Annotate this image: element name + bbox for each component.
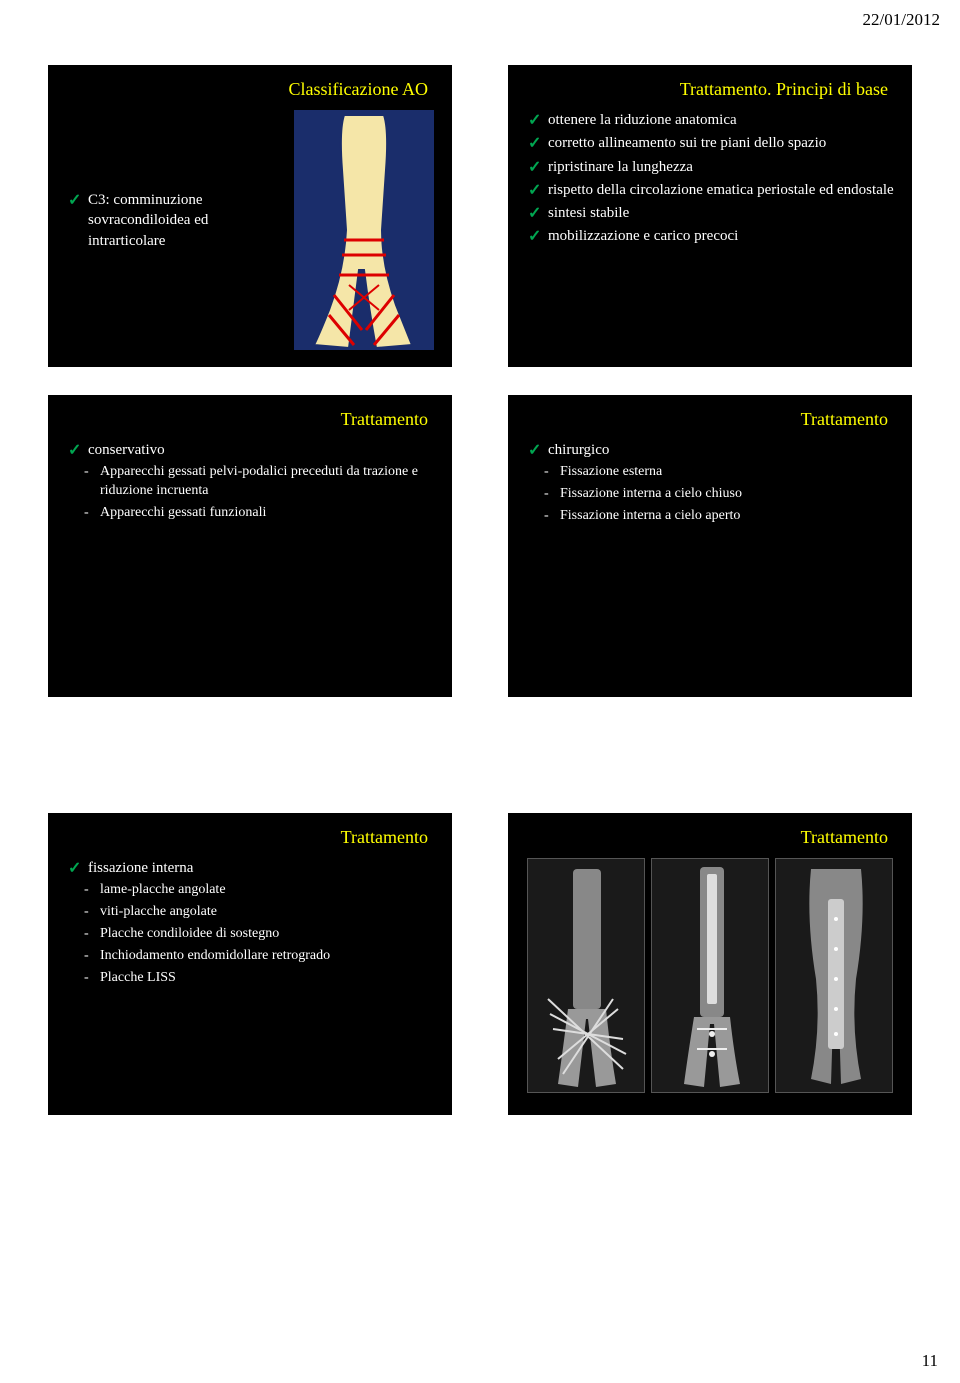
list-item: Apparecchi gessati pelvi-podalici preced… <box>66 463 434 501</box>
card-title: Classificazione AO <box>66 79 434 100</box>
xray-image <box>651 858 769 1093</box>
list-item: C3: comminuzione sovracondiloidea ed int… <box>66 190 284 251</box>
bullet-list: conservativo Apparecchi gessati pelvi-po… <box>66 440 434 523</box>
list-item: ripristinare la lunghezza <box>526 157 894 177</box>
bullet-list: ottenere la riduzione anatomica corretto… <box>526 110 894 247</box>
card-principi: Trattamento. Principi di base ottenere l… <box>508 65 912 367</box>
list-item: viti-placche angolate <box>66 903 434 922</box>
list-item: lame-placche angolate <box>66 881 434 900</box>
card-classificazione: Classificazione AO C3: comminuzione sovr… <box>48 65 452 367</box>
list-item: Placche condiloidee di sostegno <box>66 925 434 944</box>
card-title: Trattamento <box>66 827 434 848</box>
list-item: rispetto della circolazione ematica peri… <box>526 180 894 200</box>
card-chirurgico: Trattamento chirurgico Fissazione estern… <box>508 395 912 697</box>
xray-row <box>526 858 894 1093</box>
list-item: fissazione interna <box>66 858 434 878</box>
xray-image <box>775 858 893 1093</box>
list-item: Fissazione interna a cielo chiuso <box>526 485 894 504</box>
card-conservativo: Trattamento conservativo Apparecchi gess… <box>48 395 452 697</box>
bullet-list: chirurgico Fissazione esterna Fissazione… <box>526 440 894 526</box>
list-item: sintesi stabile <box>526 203 894 223</box>
bullet-list: fissazione interna lame-placche angolate… <box>66 858 434 988</box>
list-item: corretto allineamento sui tre piani dell… <box>526 133 894 153</box>
list-item: Apparecchi gessati funzionali <box>66 504 434 523</box>
card-xray: Trattamento <box>508 813 912 1115</box>
card-fissazione: Trattamento fissazione interna lame-plac… <box>48 813 452 1115</box>
slide-grid: Classificazione AO C3: comminuzione sovr… <box>48 65 912 1115</box>
page-number: 11 <box>922 1351 938 1371</box>
list-item: conservativo <box>66 440 434 460</box>
card-title: Trattamento. Principi di base <box>526 79 894 100</box>
card-title: Trattamento <box>526 409 894 430</box>
list-item: Fissazione interna a cielo aperto <box>526 507 894 526</box>
xray-image <box>527 858 645 1093</box>
card-title: Trattamento <box>526 827 894 848</box>
list-item: Inchiodamento endomidollare retrogrado <box>66 947 434 966</box>
list-item: mobilizzazione e carico precoci <box>526 226 894 246</box>
list-item: chirurgico <box>526 440 894 460</box>
page-date: 22/01/2012 <box>863 10 940 30</box>
bullet-list: C3: comminuzione sovracondiloidea ed int… <box>66 110 284 350</box>
list-item: ottenere la riduzione anatomica <box>526 110 894 130</box>
list-item: Fissazione esterna <box>526 463 894 482</box>
list-item: Placche LISS <box>66 969 434 988</box>
bone-illustration <box>294 110 434 350</box>
card-title: Trattamento <box>66 409 434 430</box>
